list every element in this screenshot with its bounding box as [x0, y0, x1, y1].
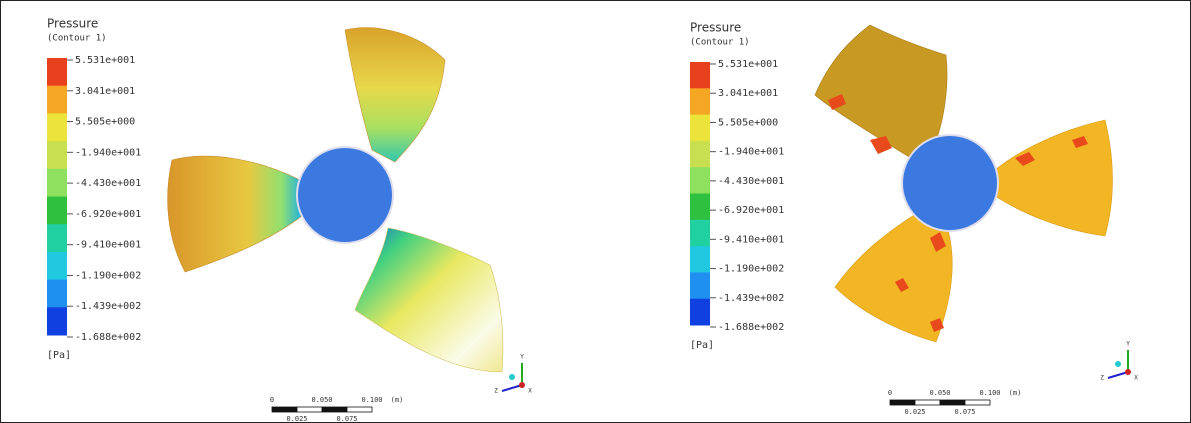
legend-label: 5.505e+000 — [75, 117, 135, 128]
scale-sublabel: 0.075 — [336, 415, 357, 423]
color-band — [690, 299, 710, 326]
legend-subtitle: (Contour 1) — [47, 34, 107, 44]
legend-label: 5.531e+001 — [75, 55, 135, 66]
axis-label: Z — [494, 388, 498, 395]
legend-unit: [Pa] — [690, 340, 714, 351]
scale-segment — [915, 400, 940, 405]
scale-label: 0.050 — [311, 396, 332, 404]
scale-label: 0 — [888, 389, 892, 397]
legend-label: 5.531e+001 — [718, 59, 778, 70]
color-band — [47, 252, 67, 280]
scale-segment — [890, 400, 915, 405]
legend-label: -1.190e+002 — [718, 264, 784, 275]
legend-label: -1.439e+002 — [75, 301, 141, 312]
legend-label: -9.410e+001 — [718, 234, 784, 245]
color-band — [47, 197, 67, 225]
axis-z — [1108, 372, 1128, 378]
legend-title: Pressure — [690, 21, 741, 35]
scale-label: 0.100 — [361, 396, 382, 404]
legend-label: 5.505e+000 — [718, 117, 778, 128]
axis-label: Y — [520, 354, 524, 361]
scale-segment — [347, 407, 372, 412]
legend-label: -4.430e+001 — [718, 176, 784, 187]
scale-sublabel: 0.025 — [286, 415, 307, 423]
propeller-left — [168, 28, 503, 372]
axis-label: Z — [1100, 375, 1104, 382]
scale-label: (m) — [1009, 389, 1022, 397]
legend-label: -1.940e+001 — [75, 147, 141, 158]
color-band — [47, 141, 67, 169]
legend-label: 3.041e+001 — [75, 86, 135, 97]
color-band — [47, 113, 67, 141]
legend-label: 3.041e+001 — [718, 88, 778, 99]
scale-sublabel: 0.025 — [904, 408, 925, 416]
color-band — [690, 88, 710, 115]
legend-unit: [Pa] — [47, 350, 71, 361]
legend-label: -1.190e+002 — [75, 270, 141, 281]
axis-z — [502, 385, 522, 391]
color-band — [690, 141, 710, 168]
legend-subtitle: (Contour 1) — [690, 38, 750, 48]
scale-label: 0.050 — [929, 389, 950, 397]
axis-x — [1125, 369, 1131, 375]
color-band — [690, 194, 710, 221]
scale-segment — [272, 407, 297, 412]
color-band — [47, 58, 67, 86]
propeller-right — [815, 25, 1113, 342]
view-dot — [509, 374, 515, 380]
color-band — [690, 167, 710, 194]
scale-label: 0.100 — [979, 389, 1000, 397]
color-band — [47, 86, 67, 114]
legend-label: -4.430e+001 — [75, 178, 141, 189]
scale-segment — [297, 407, 322, 412]
legend-label: -1.439e+002 — [718, 293, 784, 304]
legend-label: -9.410e+001 — [75, 240, 141, 251]
color-band — [47, 280, 67, 308]
axis-label: X — [1134, 375, 1138, 382]
scale-label: 0 — [270, 396, 274, 404]
color-band — [47, 307, 67, 335]
axis-x — [519, 382, 525, 388]
color-band — [690, 62, 710, 89]
color-band — [690, 246, 710, 273]
legend-label: -6.920e+001 — [75, 209, 141, 220]
legend-title: Pressure — [47, 17, 98, 31]
scale-segment — [940, 400, 965, 405]
legend-label: -1.688e+002 — [75, 332, 141, 343]
axis-label: Y — [1126, 341, 1130, 348]
legend-label: -1.940e+001 — [718, 147, 784, 158]
scale-segment — [322, 407, 347, 412]
scale-label: (m) — [391, 396, 404, 404]
view-dot — [1115, 361, 1121, 367]
screenshot: Pressure (Contour 1) 5.531e+001 3.041e+001 5… — [0, 0, 1191, 423]
axis-label: X — [528, 388, 532, 395]
scale-segment — [965, 400, 990, 405]
color-band — [690, 272, 710, 299]
color-band — [47, 169, 67, 197]
legend-label: -6.920e+001 — [718, 205, 784, 216]
legend-label: -1.688e+002 — [718, 322, 784, 333]
scale-sublabel: 0.075 — [954, 408, 975, 416]
color-band — [690, 115, 710, 142]
color-band — [690, 220, 710, 247]
color-band — [47, 224, 67, 252]
